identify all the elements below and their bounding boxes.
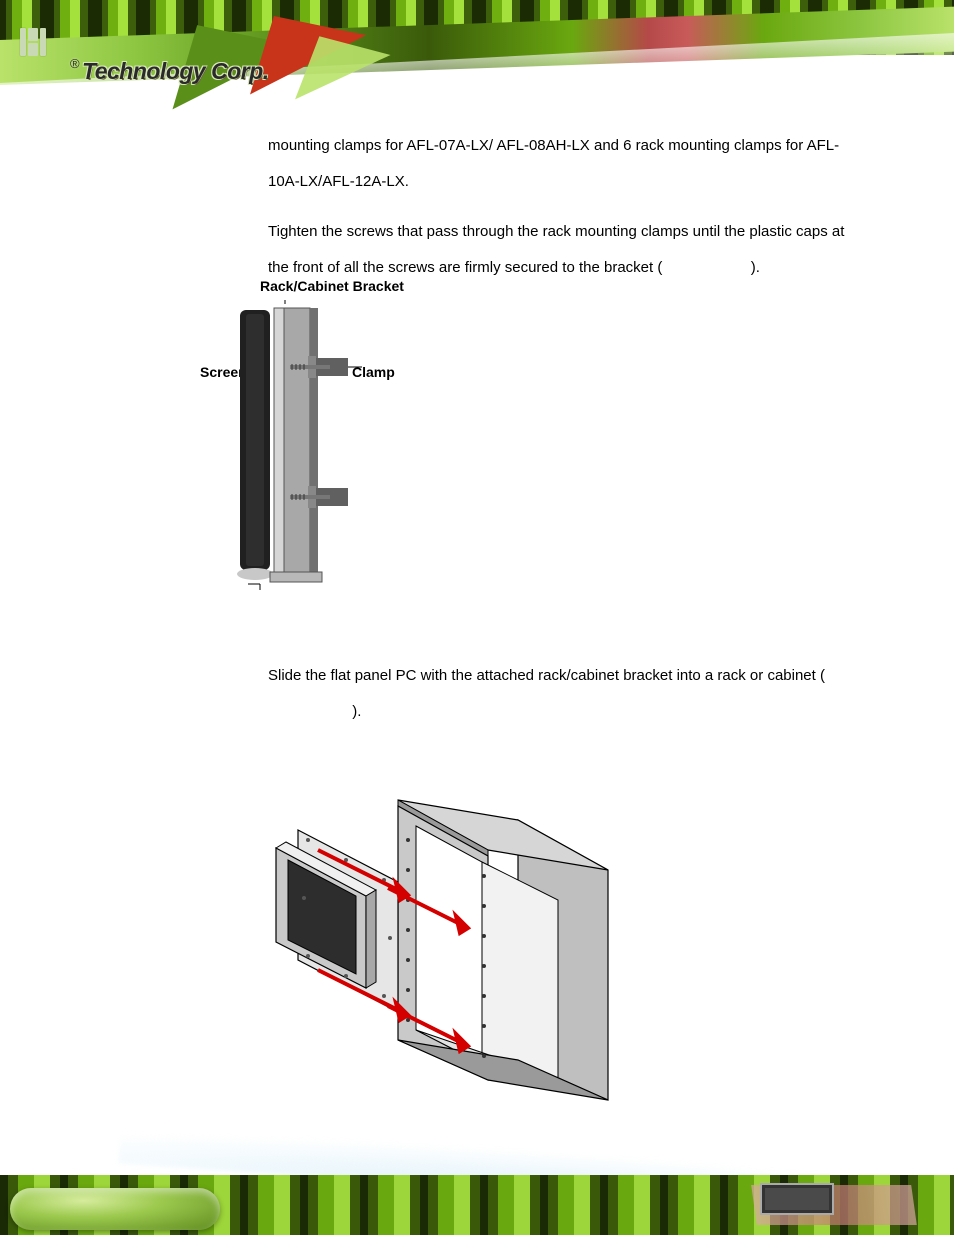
registered-mark: ® xyxy=(70,56,80,71)
iei-logo xyxy=(20,28,46,56)
content-column-2: Step 8: Slide the flat panel PC with the… xyxy=(268,658,853,744)
paragraph-continuation: mounting clamps for AFL-07A-LX/ AFL-08AH… xyxy=(268,128,853,200)
figure-cabinet-diagram xyxy=(258,760,658,1140)
iei-logo-icon xyxy=(20,28,46,56)
label-rack-cabinet-bracket: Rack/Cabinet Bracket xyxy=(260,278,404,294)
step-7-post: ). xyxy=(751,259,760,276)
step-8-text: Slide the flat panel PC with the attache… xyxy=(268,667,825,684)
step-8-post: ). xyxy=(352,703,361,720)
page-footer xyxy=(0,1130,954,1235)
step-7: Step 7: Tighten the screws that pass thr… xyxy=(268,214,853,286)
content-column-1: mounting clamps for AFL-07A-LX/ AFL-08AH… xyxy=(268,128,853,300)
cabinet-diagram-svg xyxy=(258,760,658,1140)
clamp-diagram-svg xyxy=(230,300,430,590)
footer-chip-icon xyxy=(760,1183,834,1215)
step-8: Step 8: Slide the flat panel PC with the… xyxy=(268,658,853,730)
page-header: ® Technology Corp. xyxy=(0,0,954,115)
figure-clamp-diagram: Rack/Cabinet Bracket Screen Clamp xyxy=(200,278,460,598)
brand-text: Technology Corp. xyxy=(82,58,269,85)
footer-page-pill xyxy=(10,1188,220,1230)
